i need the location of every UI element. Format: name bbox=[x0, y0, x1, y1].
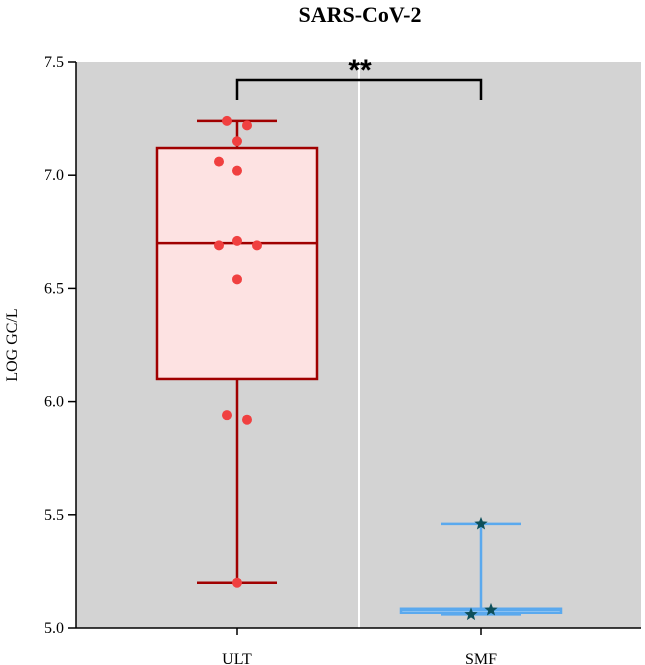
x-tick-label: SMF bbox=[465, 651, 497, 665]
y-tick-label: 7.5 bbox=[44, 54, 64, 71]
data-point bbox=[252, 240, 262, 251]
data-point bbox=[222, 115, 232, 126]
y-tick-label: 6.5 bbox=[44, 280, 64, 297]
y-tick-label: 6.0 bbox=[44, 394, 64, 411]
data-point bbox=[232, 165, 242, 176]
box-group-smf bbox=[399, 516, 563, 621]
y-tick-label: 5.0 bbox=[44, 620, 64, 637]
box-iqr bbox=[155, 146, 319, 381]
data-point bbox=[242, 414, 252, 425]
category-labels: ULT SMF bbox=[222, 628, 497, 665]
significance-bracket: ** bbox=[235, 54, 483, 100]
y-ticks: 5.0 5.5 6.0 6.5 7.0 7.5 bbox=[44, 54, 76, 637]
data-point bbox=[474, 516, 488, 530]
box-series bbox=[155, 115, 563, 621]
data-point bbox=[484, 602, 498, 616]
y-tick-label: 7.0 bbox=[44, 167, 64, 184]
chart-title: SARS-CoV-2 bbox=[298, 2, 421, 27]
box-group-ult bbox=[155, 115, 319, 588]
significance-label: ** bbox=[348, 54, 372, 87]
x-tick-label: ULT bbox=[222, 651, 252, 665]
data-point bbox=[214, 156, 224, 167]
data-point bbox=[222, 410, 232, 421]
data-point bbox=[232, 235, 242, 246]
y-tick-label: 5.5 bbox=[44, 507, 64, 524]
data-point bbox=[214, 240, 224, 251]
significance-line bbox=[235, 78, 483, 100]
data-point bbox=[232, 274, 242, 285]
data-point bbox=[232, 577, 242, 588]
data-point bbox=[242, 120, 252, 131]
y-axis-label: LOG GC/L bbox=[4, 308, 21, 381]
data-point bbox=[232, 136, 242, 147]
data-point bbox=[464, 607, 478, 621]
